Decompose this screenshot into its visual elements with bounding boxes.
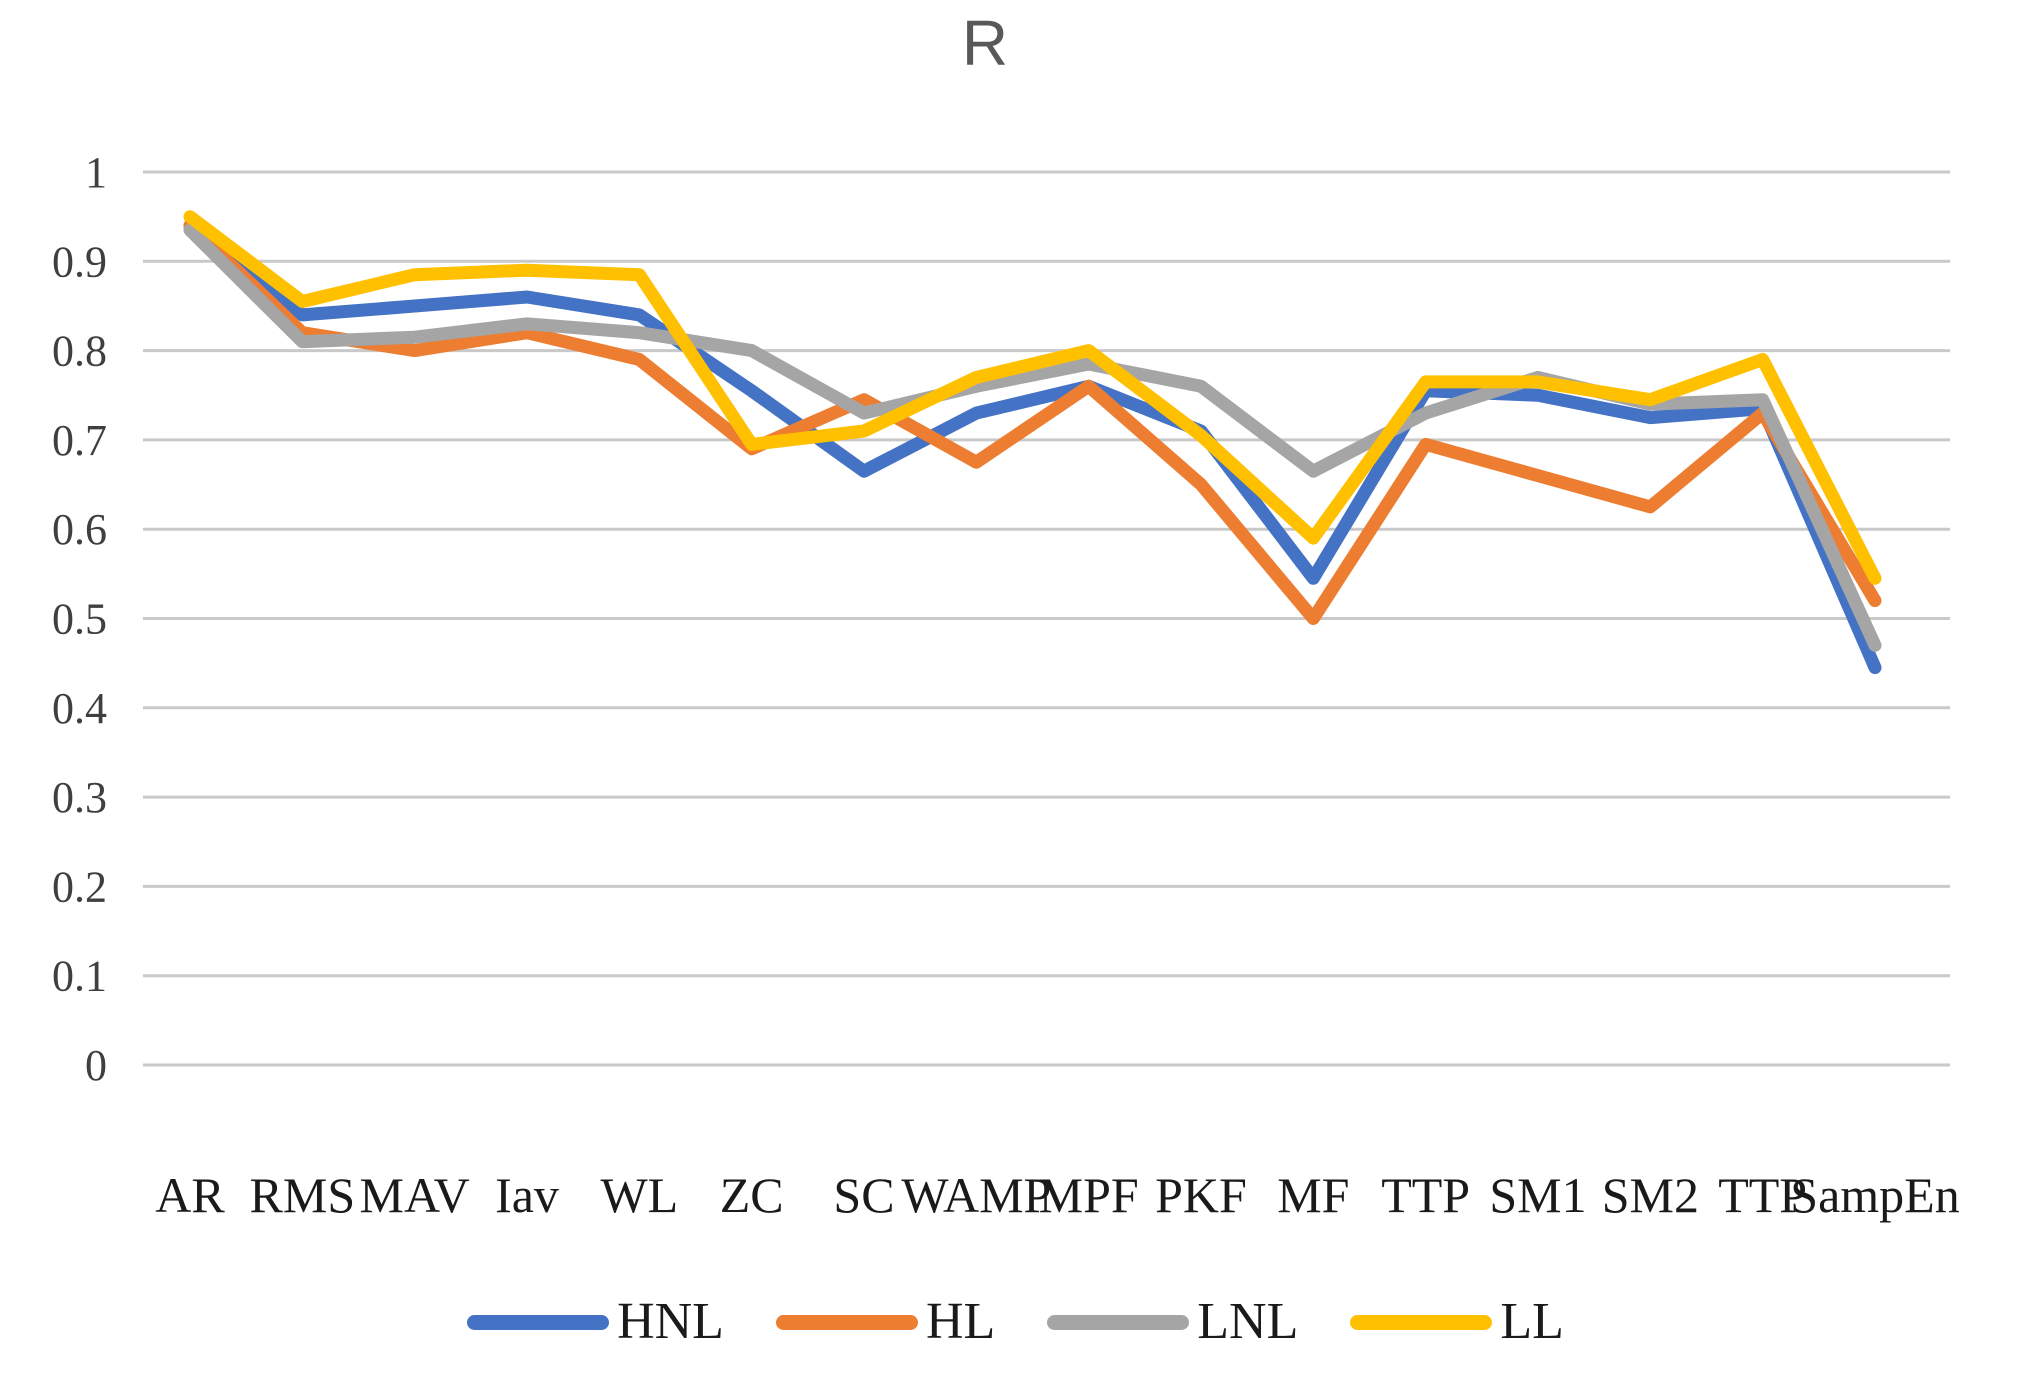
legend-swatch-icon-LL: [1350, 1314, 1493, 1330]
x-axis-label: MF: [1277, 1167, 1349, 1223]
legend-item-LNL: LNL: [1047, 1296, 1298, 1348]
y-tick-label: 0.7: [52, 416, 107, 465]
y-tick-label: 0.6: [52, 505, 107, 554]
chart-title: R: [961, 7, 1009, 79]
x-axis-label: SC: [833, 1167, 894, 1223]
legend-item-LL: LL: [1350, 1296, 1564, 1348]
x-axis-label: SampEn: [1790, 1167, 1959, 1223]
y-tick-label: 0.5: [52, 595, 107, 644]
x-axis-label: SM2: [1602, 1167, 1699, 1223]
y-tick-label: 0.2: [52, 862, 107, 911]
y-tick-label: 0.8: [52, 327, 107, 376]
series-line-HL: [183, 219, 1882, 625]
y-axis-tick-labels: 0 0.1 0.2 0.3 0.4 0.5 0.6 0.7 0.8 0.9 1: [52, 148, 107, 1090]
legend-item-HL: HL: [775, 1293, 996, 1350]
legend-swatch-icon-HNL: [467, 1314, 610, 1330]
x-axis-label: MPF: [1039, 1167, 1139, 1223]
chart-legend: HNL HL LNL LL: [0, 1296, 2031, 1348]
y-tick-label: 0.3: [52, 773, 107, 822]
legend-label-LL: LL: [1500, 1293, 1564, 1350]
legend-swatch-icon-HL: [775, 1314, 918, 1330]
y-tick-label: 1: [85, 148, 107, 197]
x-axis-label: SM1: [1489, 1167, 1586, 1223]
series-line-LNL: [183, 223, 1882, 652]
x-axis-label: RMS: [250, 1167, 356, 1223]
x-axis-label: TTP: [1718, 1167, 1807, 1223]
legend-swatch-icon-LNL: [1047, 1314, 1190, 1330]
series-line-HNL: [183, 219, 1882, 675]
x-axis-label: TTP: [1381, 1167, 1470, 1223]
x-axis-label: MAV: [360, 1167, 470, 1223]
legend-item-HNL: HNL: [467, 1296, 724, 1348]
x-axis-label: Iav: [495, 1167, 559, 1223]
x-axis-label: AR: [155, 1167, 225, 1223]
y-tick-label: 0.1: [52, 952, 107, 1001]
y-tick-label: 0: [85, 1041, 107, 1090]
series-line-LL: [183, 210, 1882, 585]
x-axis-label: WL: [600, 1167, 678, 1223]
y-tick-label: 0.4: [52, 684, 107, 733]
x-axis-label: ZC: [720, 1167, 784, 1223]
x-axis-label: WAMP: [901, 1167, 1051, 1223]
legend-label-LNL: LNL: [1197, 1293, 1299, 1350]
legend-label-HL: HL: [925, 1293, 996, 1350]
y-tick-label: 0.9: [52, 237, 107, 286]
x-axis-label: PKF: [1155, 1167, 1247, 1223]
legend-label-HNL: HNL: [617, 1293, 724, 1350]
